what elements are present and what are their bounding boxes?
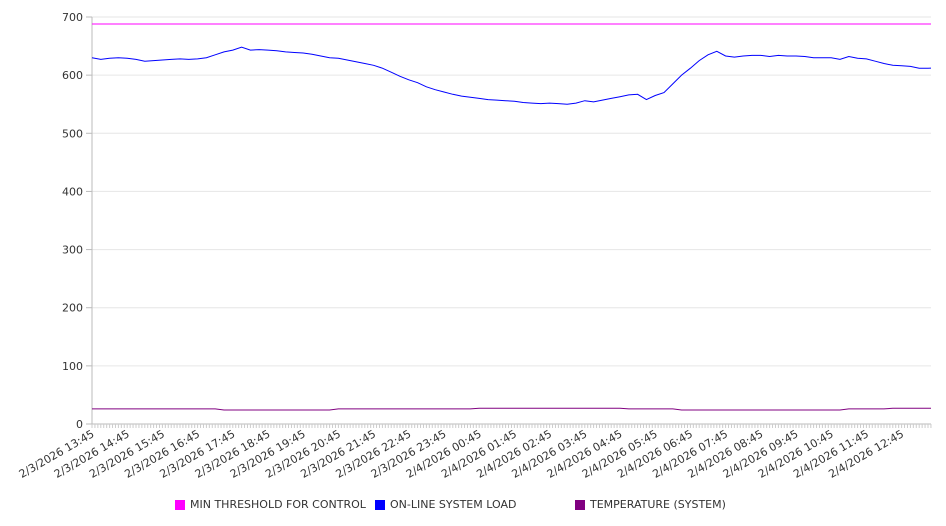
legend: MIN THRESHOLD FOR CONTROL ON-LINE SYSTEM… [0, 498, 946, 514]
y-tick-label: 500 [62, 127, 83, 140]
legend-item-load[interactable]: ON-LINE SYSTEM LOAD [375, 498, 516, 511]
legend-item-threshold[interactable]: MIN THRESHOLD FOR CONTROL [175, 498, 366, 511]
y-tick-label: 700 [62, 11, 83, 24]
y-tick-label: 100 [62, 360, 83, 373]
legend-label-threshold: MIN THRESHOLD FOR CONTROL [190, 498, 366, 511]
legend-item-temperature[interactable]: TEMPERATURE (SYSTEM) [575, 498, 726, 511]
legend-swatch-load [375, 499, 385, 510]
y-tick-label: 600 [62, 69, 83, 82]
legend-swatch-temperature [575, 499, 585, 510]
y-tick-label: 300 [62, 244, 83, 257]
series-line-temperature [92, 407, 932, 411]
legend-label-temperature: TEMPERATURE (SYSTEM) [590, 498, 726, 511]
y-tick-label: 400 [62, 185, 83, 198]
y-tick-label: 0 [76, 418, 83, 431]
legend-label-load: ON-LINE SYSTEM LOAD [390, 498, 517, 511]
series-line-load [91, 46, 932, 105]
legend-swatch-threshold [175, 499, 185, 510]
y-tick-label: 200 [62, 302, 83, 315]
